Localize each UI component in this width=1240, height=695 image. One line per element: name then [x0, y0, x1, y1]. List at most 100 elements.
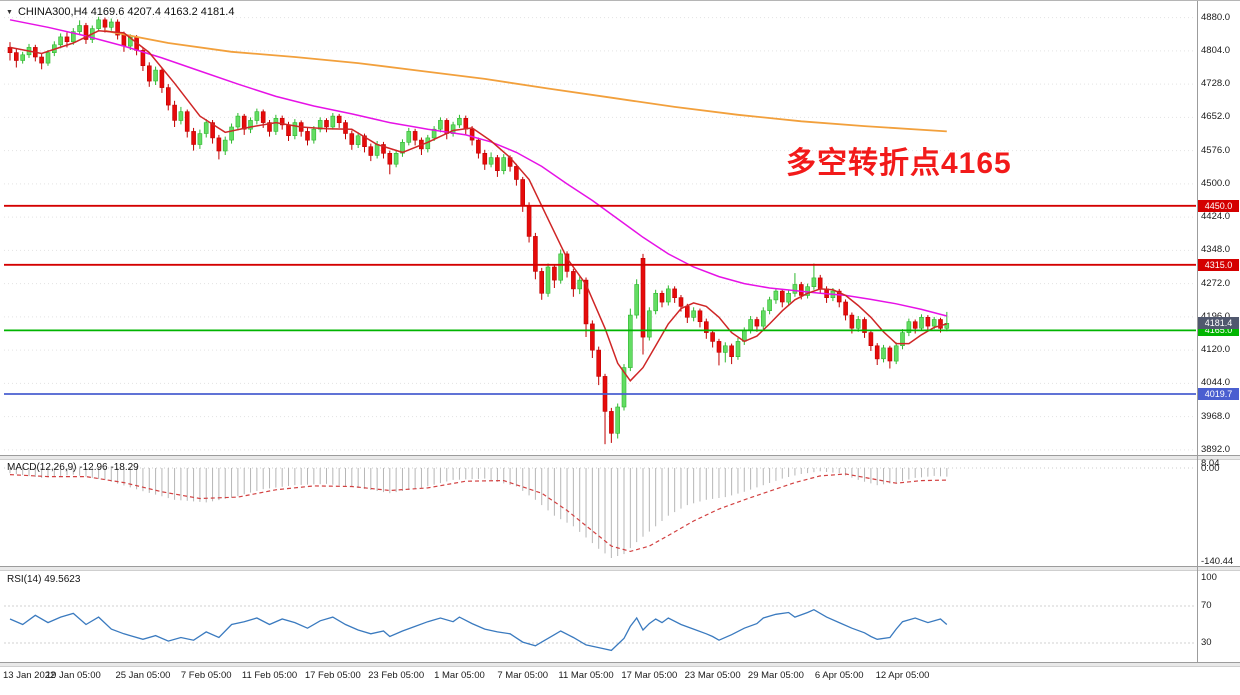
candle	[147, 65, 152, 82]
candle	[938, 319, 943, 329]
price-grid	[4, 17, 1196, 451]
time-axis-label: 23 Mar 05:00	[684, 670, 741, 681]
candle	[862, 319, 867, 333]
candle	[501, 157, 507, 172]
candle	[355, 135, 361, 145]
candle	[767, 299, 772, 311]
candle	[77, 25, 82, 32]
candle	[305, 131, 310, 141]
candle	[836, 290, 842, 303]
candle	[627, 314, 633, 368]
candle	[887, 347, 893, 362]
candle	[944, 322, 950, 329]
candle	[368, 146, 374, 156]
level-price-tag: 4315.0	[1198, 258, 1239, 271]
current-price-tag: 4181.4	[1198, 317, 1239, 330]
candle	[811, 277, 817, 287]
candle	[393, 153, 399, 165]
panel-separator[interactable]	[0, 662, 1240, 667]
time-axis-label: 11 Mar 05:00	[558, 670, 614, 681]
price-tick-label: 4728.0	[1201, 78, 1231, 90]
candle	[229, 126, 234, 141]
candle	[166, 87, 171, 106]
rsi-line	[9, 608, 948, 652]
candle	[235, 115, 241, 128]
candle	[324, 120, 329, 128]
level-price-tag: 4450.0	[1198, 199, 1239, 212]
time-axis-label: 17 Mar 05:00	[621, 670, 678, 681]
candle	[469, 128, 475, 141]
panel-separator[interactable]	[0, 566, 1240, 571]
candle	[412, 131, 418, 141]
candle	[754, 319, 760, 327]
symbol-ohlc-text: CHINA300,H4 4169.6 4207.4 4163.2 4181.4	[17, 6, 235, 18]
macd-axis-label: -140.44	[1201, 555, 1234, 567]
candle	[855, 319, 861, 329]
price-tick-label: 4804.0	[1201, 44, 1231, 56]
chart-dropdown-icon[interactable]: ▼	[6, 8, 13, 16]
candle	[438, 120, 443, 130]
candle	[564, 253, 570, 272]
candle	[178, 111, 184, 121]
candle	[463, 118, 469, 130]
candle	[634, 284, 640, 316]
candle	[520, 179, 526, 207]
macd-axis-label: 8.04	[1201, 457, 1220, 469]
axis-separator	[1197, 1, 1198, 662]
candle	[678, 297, 684, 307]
price-tick-label: 4424.0	[1201, 211, 1231, 223]
candle	[400, 142, 405, 154]
candle	[672, 288, 677, 298]
time-axis-label: 19 Jan 05:00	[45, 670, 101, 681]
time-axis-label: 1 Mar 05:00	[434, 670, 485, 681]
candle	[545, 266, 551, 294]
candle	[317, 120, 323, 130]
candle	[596, 349, 602, 377]
rsi-axis-label: 100	[1201, 572, 1217, 584]
annotation-text-object[interactable]: 多空转折点4165	[786, 147, 1012, 180]
candle	[843, 301, 848, 316]
panel-separator[interactable]	[0, 455, 1240, 460]
candle	[222, 139, 228, 152]
candle	[184, 111, 190, 132]
price-tick-label: 4196.0	[1201, 311, 1230, 322]
ma-slow-line	[104, 29, 947, 133]
candle	[286, 124, 291, 137]
candle	[349, 133, 355, 145]
candle	[931, 319, 937, 327]
candle	[267, 122, 272, 132]
candle	[684, 306, 690, 318]
ma-fast-line	[9, 30, 948, 382]
price-tick-label: 3968.0	[1201, 410, 1231, 422]
candle	[153, 69, 158, 82]
candle	[495, 157, 500, 172]
time-axis-label: 13 Jan 2022	[3, 670, 56, 681]
ma-mid-line	[9, 19, 947, 317]
candles	[7, 16, 950, 445]
candle	[571, 271, 576, 290]
candle	[533, 236, 538, 272]
macd-indicator-label: MACD(12,26,9) -12.96 -18.29	[7, 462, 139, 473]
candle	[58, 36, 63, 46]
candle	[381, 144, 386, 154]
candle	[362, 135, 367, 148]
candle	[798, 284, 804, 296]
candle	[330, 115, 336, 128]
symbol-info: ▼ CHINA300,H4 4169.6 4207.4 4163.2 4181.…	[6, 6, 234, 18]
rsi-indicator-label: RSI(14) 49.5623	[7, 574, 81, 585]
candle	[722, 345, 728, 353]
candle	[590, 323, 595, 351]
candle	[83, 25, 89, 40]
candle	[311, 128, 317, 141]
candle	[476, 139, 481, 154]
candle	[71, 31, 76, 43]
price-tick-label: 3892.0	[1201, 443, 1231, 455]
candle	[260, 111, 266, 123]
candle	[773, 290, 779, 301]
candle	[14, 52, 19, 61]
candle	[482, 153, 488, 165]
time-axis-label: 7 Feb 05:00	[180, 670, 232, 681]
candle	[919, 316, 924, 329]
candle	[115, 21, 120, 36]
